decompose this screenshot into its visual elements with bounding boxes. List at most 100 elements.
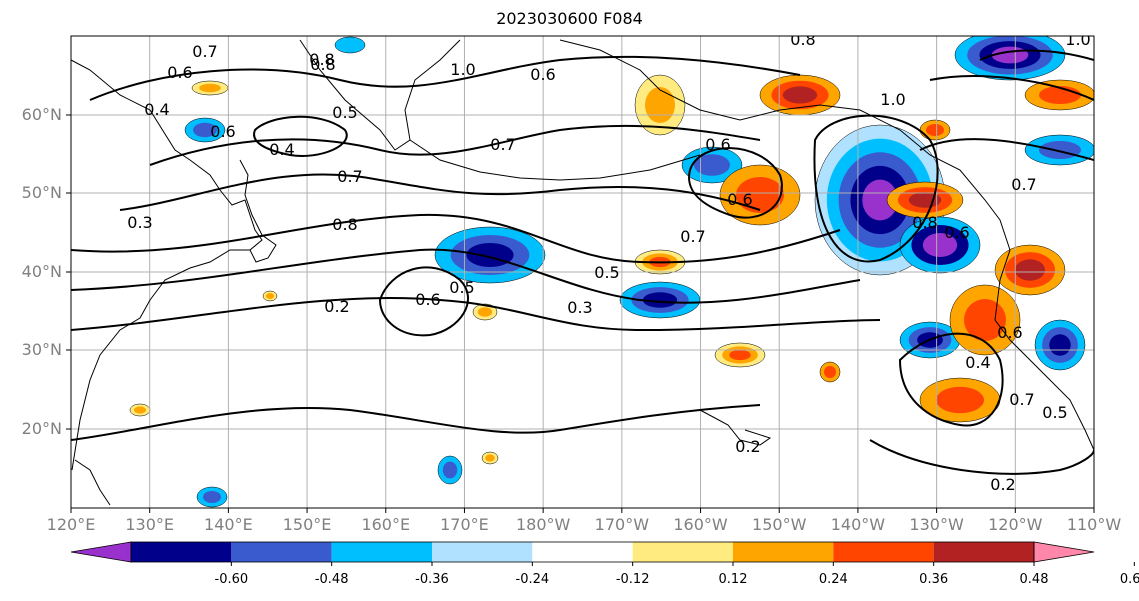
- colorbar-cell: [933, 542, 1034, 562]
- colorbar-cell: [532, 542, 633, 562]
- contour-line: [929, 75, 1094, 101]
- shaded-anomalies: [129, 36, 1094, 508]
- anomaly-fill: [862, 179, 898, 221]
- anomaly-fill: [199, 83, 221, 93]
- contour-label: 0.8: [332, 215, 357, 234]
- colorbar-tick-label: 0.12: [718, 572, 748, 587]
- contour-label: 0.6: [727, 190, 752, 209]
- colorbar-tick-label: 0.60: [1119, 572, 1139, 587]
- contour-line: [898, 332, 1004, 427]
- kamchatka-coastline: [299, 39, 461, 151]
- anomaly-fill: [908, 192, 942, 208]
- contour-label: 0.6: [530, 65, 555, 84]
- alaska-coastline: [559, 39, 1011, 251]
- lon-ticks: [70, 508, 1095, 513]
- lon-label: 130°W: [909, 515, 964, 534]
- contour-label: 0.4: [965, 353, 990, 372]
- contour-label: 0.7: [192, 42, 217, 61]
- lat-label: 40°N: [21, 262, 62, 281]
- contour-label: 0.5: [449, 278, 474, 297]
- contour-label: 0.8: [790, 30, 815, 49]
- contour-labels: 0.70.8 1.00.6 0.60.40.60.50.4 0.70.80.30.70…: [127, 30, 1090, 494]
- contour-label: 0.8: [912, 213, 937, 232]
- contour-label: 0.6: [705, 135, 730, 154]
- contour-line: [119, 173, 761, 211]
- anomaly-fill: [485, 454, 495, 462]
- anomaly-fill: [729, 349, 751, 361]
- anomaly-fill: [477, 307, 493, 317]
- contour-label: 0.4: [269, 140, 294, 159]
- lat-label: 30°N: [21, 340, 62, 359]
- contour-label: 1.0: [1065, 30, 1090, 49]
- contour-line: [149, 124, 761, 166]
- lon-label: 140°W: [830, 515, 886, 534]
- colorbar-cell: [331, 542, 432, 562]
- lat-ticks: [66, 114, 71, 430]
- colorbar-cell: [131, 542, 232, 562]
- lat-label: 60°N: [21, 105, 62, 124]
- lon-label: 130°E: [125, 515, 175, 534]
- lat-label: 20°N: [21, 419, 62, 438]
- contour-line: [688, 147, 783, 219]
- north-america-coastline: [994, 249, 1094, 451]
- lon-label: 150°W: [752, 515, 807, 534]
- colorbar-tick-label: -0.24: [515, 572, 550, 587]
- colorbar-cell: [231, 542, 332, 562]
- anomaly-fill: [134, 406, 146, 414]
- anomaly-fill: [642, 292, 678, 308]
- colorbar-cell: [833, 542, 934, 562]
- contour-label: 0.6: [415, 290, 440, 309]
- colorbar-tick-label: 0.36: [919, 572, 949, 587]
- colorbar-tick-label: -0.36: [415, 572, 449, 587]
- aleutian-chain: [409, 139, 701, 181]
- height-contours: [71, 49, 1094, 475]
- colorbar-tick-label: 0.48: [1019, 572, 1049, 587]
- contour-label: 0.6: [210, 122, 235, 141]
- anomaly-fill: [736, 177, 784, 213]
- colorbar-cell: [632, 542, 733, 562]
- hawaii-islands: [699, 409, 772, 446]
- grid-lines: [71, 36, 1094, 508]
- lat-label: 50°N: [21, 183, 62, 202]
- contour-label: 0.7: [1011, 175, 1036, 194]
- colorbar-frame: [130, 541, 1035, 563]
- anomaly-fill: [922, 233, 958, 257]
- contour-label: 0.6: [997, 323, 1022, 342]
- contour-label: 0.2: [990, 475, 1015, 494]
- contour-label: 0.7: [1009, 390, 1034, 409]
- anomaly-fill: [964, 299, 1006, 341]
- contour-label: 0.8: [309, 50, 334, 69]
- contour-line: [378, 266, 470, 337]
- colorbar-cell: [432, 542, 533, 562]
- colorbar-tick-label: -0.48: [314, 572, 349, 587]
- lon-label: 170°W: [594, 515, 650, 534]
- contour-label: 0.5: [594, 263, 619, 282]
- contour-label: 0.6: [167, 63, 192, 82]
- anomaly-fill: [334, 36, 366, 54]
- coastlines: [71, 39, 1094, 506]
- anomaly-fill: [193, 122, 217, 138]
- lon-label: 160°W: [673, 515, 728, 534]
- lon-label: 180°W: [515, 515, 571, 534]
- contour-label: 0.6: [944, 223, 969, 242]
- contour-line: [71, 296, 881, 332]
- philippines-coastline: [74, 459, 111, 506]
- anomaly-fill: [1015, 259, 1045, 281]
- anomaly-fill: [694, 154, 730, 176]
- contour-label: 1.0: [450, 60, 475, 79]
- contour-label: 0.4: [144, 100, 169, 119]
- lon-label: 160°E: [361, 515, 411, 534]
- contour-line: [813, 114, 939, 263]
- contour-line: [71, 248, 861, 304]
- contour-label: 0.2: [735, 437, 760, 456]
- contour-label: 0.3: [567, 298, 592, 317]
- contour-label: 0.2: [324, 297, 349, 316]
- contour-line: [71, 404, 761, 441]
- contour-label: 0.8: [310, 55, 335, 74]
- lon-label: 150°E: [282, 515, 332, 534]
- contour-line: [869, 439, 1094, 475]
- contour-label: 0.7: [337, 167, 362, 186]
- contour-line: [89, 55, 801, 101]
